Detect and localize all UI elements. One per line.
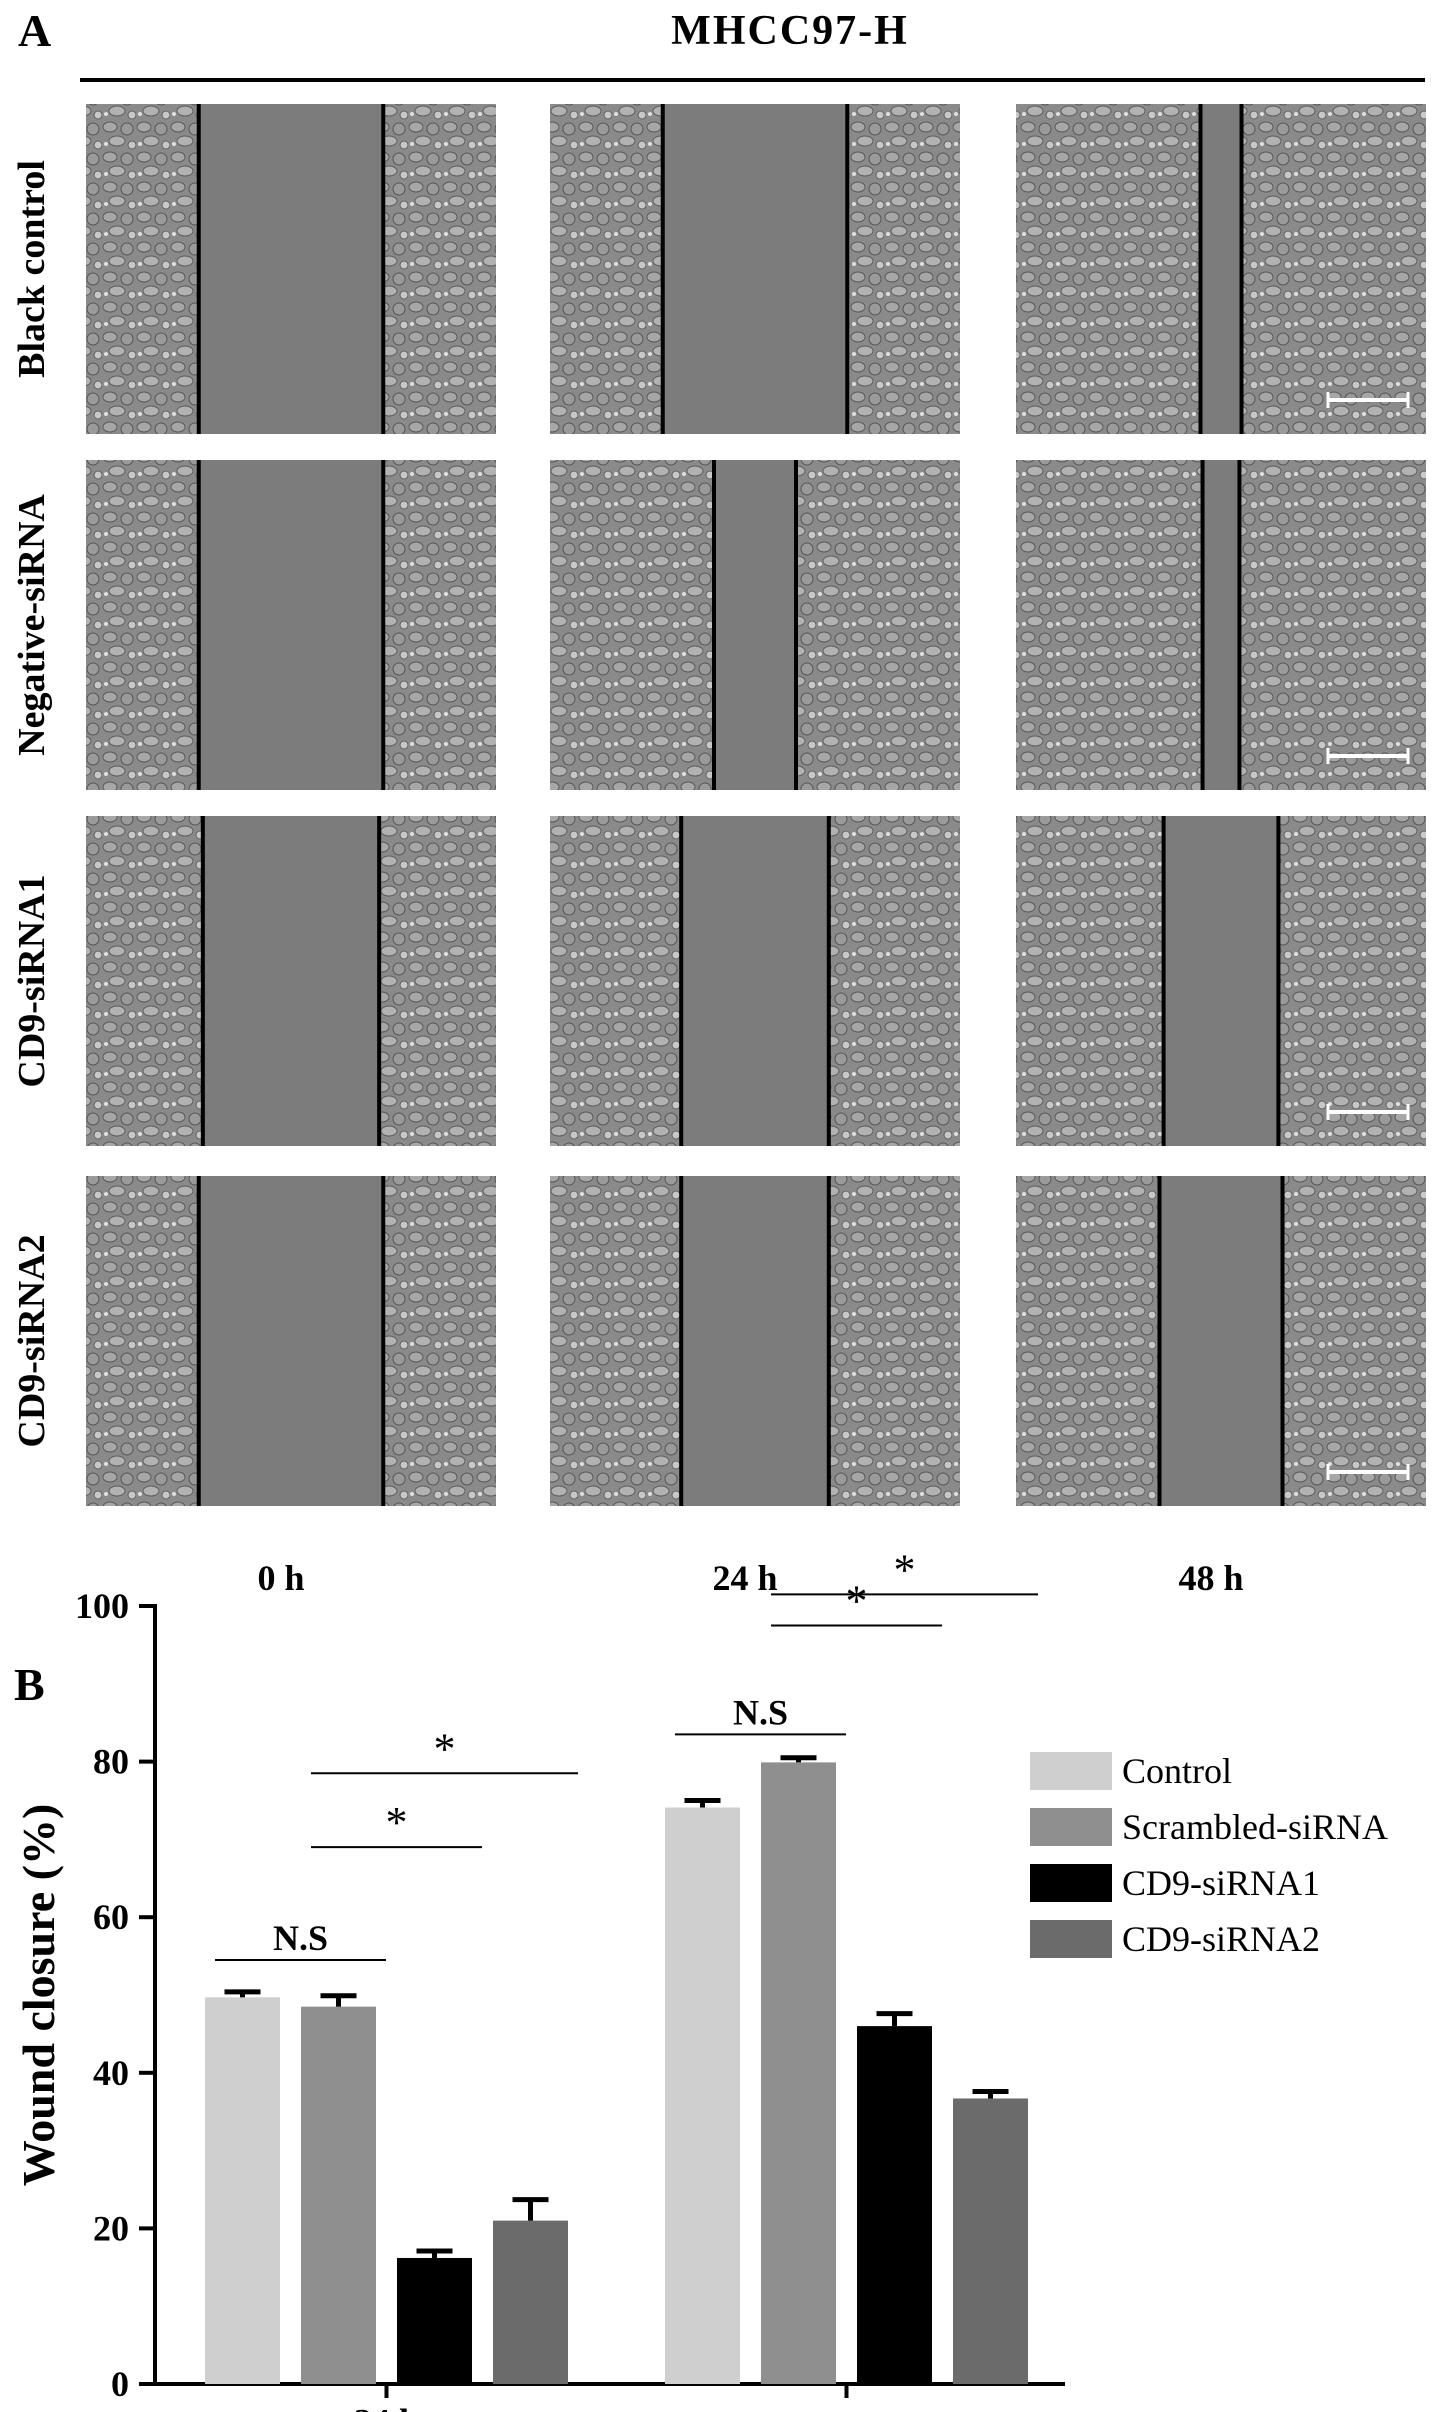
legend-label: Scrambled-siRNA <box>1122 1807 1388 1847</box>
significance-label: N.S <box>733 1692 788 1732</box>
micrograph-tile <box>1016 1176 1426 1506</box>
bar <box>857 2026 932 2384</box>
bar <box>301 2006 376 2384</box>
legend-swatch <box>1030 1752 1112 1790</box>
scratch-gap <box>198 104 384 434</box>
x-tick-label: 48 h <box>814 2408 879 2412</box>
micrograph-tile <box>1016 104 1426 434</box>
y-tick-label: 0 <box>111 2364 129 2404</box>
significance-label: N.S <box>273 1918 328 1958</box>
scratch-gap <box>198 460 384 790</box>
panel-b-label: B <box>14 1659 45 1710</box>
column-label: 24 h <box>712 1558 777 1598</box>
y-tick-label: 20 <box>93 2208 129 2248</box>
micrograph-tile <box>86 816 496 1146</box>
y-tick-label: 80 <box>93 1742 129 1782</box>
legend-swatch <box>1030 1920 1112 1958</box>
scratch-gap <box>198 1176 384 1506</box>
bar-series <box>205 1755 1028 2384</box>
bar <box>953 2098 1028 2384</box>
scratch-gap <box>714 460 796 790</box>
bar <box>205 1997 280 2384</box>
micrograph-grid <box>86 104 1426 1506</box>
bar <box>493 2220 568 2384</box>
significance-label: * <box>434 1724 456 1773</box>
scratch-gap <box>681 1176 829 1506</box>
bar <box>761 1762 836 2384</box>
micrograph-tile <box>1016 816 1426 1146</box>
row-labels: Black control Negative-siRNA CD9-siRNA1 CD9… <box>11 160 53 1448</box>
y-tick-label: 40 <box>93 2053 129 2093</box>
micrograph-tile <box>550 104 960 434</box>
column-label: 48 h <box>1178 1558 1243 1598</box>
row-label: Negative-siRNA <box>11 494 53 756</box>
legend-swatch <box>1030 1864 1112 1902</box>
y-axis-label: Wound closure (%) <box>13 1804 64 2187</box>
scratch-gap <box>662 104 848 434</box>
micrograph-tile <box>86 460 496 790</box>
x-tick-label: 24 h <box>354 2402 419 2412</box>
legend-label: CD9-siRNA2 <box>1122 1919 1320 1959</box>
legend-label: Control <box>1122 1751 1232 1791</box>
significance-label: * <box>894 1545 916 1594</box>
legend-swatch <box>1030 1808 1112 1846</box>
significance-annotations: N.S * * N.S * * <box>215 1545 1038 1961</box>
legend: Control Scrambled-siRNA CD9-siRNA1 CD9-siRN… <box>1030 1751 1388 1959</box>
panel-a-title: MHCC97-H <box>671 8 909 54</box>
micrograph-tile <box>550 1176 960 1506</box>
micrograph-tile <box>550 460 960 790</box>
micrograph-tile <box>1016 460 1426 790</box>
bar <box>397 2257 472 2384</box>
row-label: Black control <box>11 160 53 378</box>
y-tick-label: 100 <box>75 1586 129 1626</box>
column-label: 0 h <box>257 1558 304 1598</box>
column-labels: 0 h 24 h 48 h <box>257 1558 1243 1598</box>
y-axis: 0 20 40 60 80 100 <box>75 1586 157 2404</box>
scratch-gap <box>1163 816 1279 1146</box>
legend-label: CD9-siRNA1 <box>1122 1863 1320 1903</box>
x-axis: 24 h 48 h <box>155 2382 1065 2412</box>
scratch-gap <box>1159 1176 1283 1506</box>
scratch-gap <box>202 816 380 1146</box>
micrograph-tile <box>86 1176 496 1506</box>
significance-label: * <box>846 1576 868 1625</box>
row-label: CD9-siRNA2 <box>11 1234 53 1447</box>
micrograph-tile <box>550 816 960 1146</box>
scratch-gap <box>1202 460 1240 790</box>
row-label: CD9-siRNA1 <box>11 874 53 1087</box>
scratch-gap <box>1200 104 1242 434</box>
scratch-gap <box>681 816 829 1146</box>
micrograph-tile <box>86 104 496 434</box>
significance-label: * <box>386 1798 408 1847</box>
panel-a-label: A <box>18 5 51 56</box>
bar <box>665 1807 740 2384</box>
y-tick-label: 60 <box>93 1897 129 1937</box>
